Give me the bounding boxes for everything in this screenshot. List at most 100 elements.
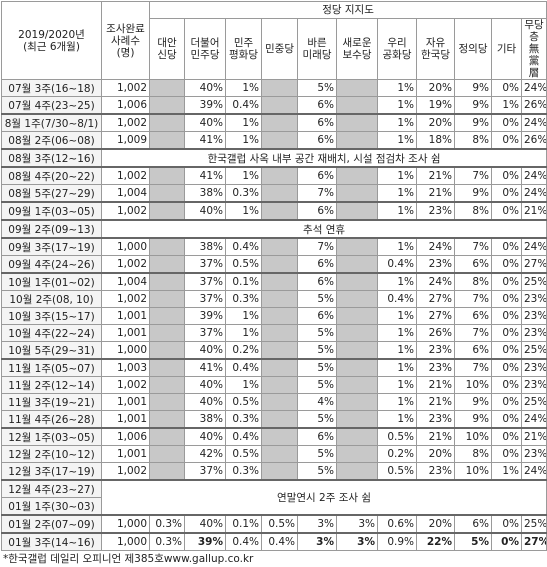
footer-source: *한국갤럽 데일리 오피니언 제385호 <box>3 553 164 565</box>
table-row: 10월 2주(08, 10) 1,002 37% 0.3% 5% 0.4% 27% 7% 0% 2… <box>1 290 547 308</box>
empty-cell <box>149 341 185 360</box>
value-cell: 10% <box>454 462 492 481</box>
value-cell: 7% <box>454 324 492 342</box>
value-cell: 23% <box>520 358 547 377</box>
value-cell: 1% <box>377 201 417 221</box>
value-cell: 1% <box>377 237 417 256</box>
empty-cell <box>336 341 378 360</box>
value-cell: 0.2% <box>225 341 262 360</box>
sample-cell: 1,006 <box>101 427 150 446</box>
value-cell: 37% <box>184 272 226 291</box>
value-cell: 1% <box>377 393 417 411</box>
value-cell: 5% <box>297 290 337 308</box>
period-cell: 11월 2주(12~14) <box>1 376 102 394</box>
value-cell: 21% <box>416 427 455 446</box>
value-cell: 23% <box>520 324 547 342</box>
empty-cell <box>149 358 185 377</box>
value-cell: 6% <box>297 166 337 185</box>
value-cell: 0% <box>491 237 522 256</box>
value-cell: 0.4% <box>225 532 262 551</box>
period-cell: 07월 4주(23~25) <box>1 96 102 115</box>
value-cell: 1% <box>225 324 262 342</box>
empty-cell <box>149 237 185 256</box>
value-cell: 6% <box>297 131 337 150</box>
sample-cell: 1,000 <box>101 341 150 360</box>
value-cell: 0.1% <box>225 272 262 291</box>
value-cell: 0% <box>491 445 522 463</box>
empty-cell <box>149 79 185 97</box>
note-cell: 연말연시 2주 조사 쉼 <box>100 479 547 516</box>
value-cell: 20% <box>416 79 455 97</box>
empty-cell <box>261 341 298 360</box>
value-cell: 18% <box>416 131 455 150</box>
table-row: 12월 3주(17~19) 1,002 37% 0.3% 5% 0.5% 23% 10% 1% 2… <box>1 462 547 481</box>
period-cell: 01월 1주(30~03) <box>1 497 102 516</box>
table-row: 08월 2주(06~08) 1,009 41% 1% 6% 1% 18% 8% 0% 26% <box>1 131 547 150</box>
value-cell: 40% <box>184 514 226 534</box>
empty-cell <box>261 290 298 308</box>
note-cell: 한국갤럽 사옥 내부 공간 재배치, 시설 점검차 조사 쉼 <box>100 148 547 168</box>
table-row: 11월 4주(26~28) 1,001 38% 0.3% 5% 1% 23% 9% 0% 24% <box>1 410 547 429</box>
value-cell: 0% <box>491 79 522 97</box>
period-cell: 10월 4주(22~24) <box>1 324 102 342</box>
value-cell: 38% <box>184 184 226 203</box>
sample-cell: 1,001 <box>101 445 150 463</box>
value-cell: 0.3% <box>149 532 185 551</box>
value-cell: 0.5% <box>225 393 262 411</box>
value-cell: 9% <box>454 393 492 411</box>
value-cell: 27% <box>416 290 455 308</box>
empty-cell <box>261 184 298 203</box>
empty-cell <box>336 237 378 256</box>
value-cell: 27% <box>520 255 547 274</box>
empty-cell <box>261 358 298 377</box>
value-cell: 38% <box>184 237 226 256</box>
empty-cell <box>149 376 185 394</box>
period-cell: 10월 1주(01~02) <box>1 272 102 291</box>
value-cell: 10% <box>454 376 492 394</box>
value-cell: 1% <box>377 341 417 360</box>
value-cell: 27% <box>416 307 455 325</box>
empty-cell <box>336 113 378 132</box>
value-cell: 0.2% <box>377 445 417 463</box>
empty-cell <box>149 427 185 446</box>
party-header: 민주 평화당 <box>225 18 262 80</box>
sample-cell: 1,000 <box>101 532 150 551</box>
value-cell: 40% <box>184 393 226 411</box>
value-cell: 1% <box>225 79 262 97</box>
value-cell: 23% <box>416 341 455 360</box>
period-cell: 8월 1주(7/30~8/1) <box>1 113 102 132</box>
table-row: 08월 3주(12~16) 한국갤럽 사옥 내부 공간 재배치, 시설 점검차 조… <box>1 148 547 168</box>
value-cell: 37% <box>184 290 226 308</box>
value-cell: 23% <box>416 201 455 221</box>
value-cell: 6% <box>297 427 337 446</box>
value-cell: 21% <box>416 376 455 394</box>
value-cell: 1% <box>377 376 417 394</box>
table-row: 10월 5주(29~31) 1,000 40% 0.2% 5% 1% 23% 6% 0% 25% <box>1 341 547 360</box>
value-cell: 24% <box>520 237 547 256</box>
empty-cell <box>261 324 298 342</box>
sample-cell: 1,002 <box>101 113 150 132</box>
value-cell: 6% <box>297 307 337 325</box>
value-cell: 7% <box>454 237 492 256</box>
empty-cell <box>149 184 185 203</box>
value-cell: 1% <box>377 131 417 150</box>
value-cell: 38% <box>184 410 226 429</box>
value-cell: 1% <box>225 307 262 325</box>
period-cell: 12월 2주(10~12) <box>1 445 102 463</box>
empty-cell <box>149 131 185 150</box>
value-cell: 0.5% <box>225 255 262 274</box>
value-cell: 22% <box>416 532 455 551</box>
value-cell: 6% <box>297 272 337 291</box>
value-cell: 9% <box>454 410 492 429</box>
empty-cell <box>261 393 298 411</box>
value-cell: 1% <box>491 462 522 481</box>
value-cell: 1% <box>225 166 262 185</box>
value-cell: 5% <box>297 376 337 394</box>
value-cell: 0.9% <box>377 532 417 551</box>
empty-cell <box>149 290 185 308</box>
party-header: 새로운 보수당 <box>336 18 378 80</box>
value-cell: 24% <box>520 166 547 185</box>
value-cell: 3% <box>297 532 337 551</box>
value-cell: 23% <box>520 376 547 394</box>
table-row: 09월 3주(17~19) 1,000 38% 0.4% 7% 1% 24% 7% 0% 24% <box>1 237 547 256</box>
